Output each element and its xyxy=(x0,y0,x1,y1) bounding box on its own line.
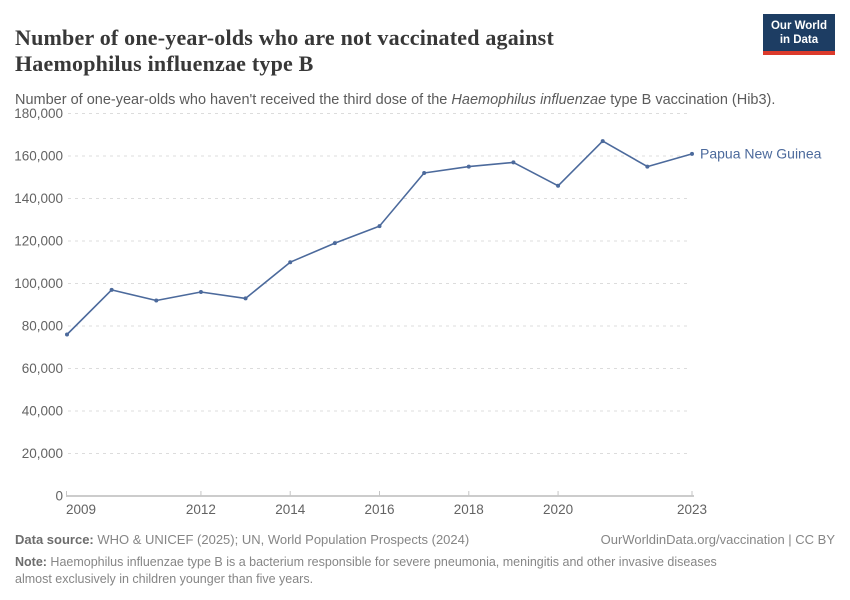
data-point-marker xyxy=(65,332,69,337)
data-point-marker xyxy=(332,241,337,246)
data-point-marker xyxy=(288,260,293,265)
owid-logo-line1: Our World xyxy=(770,20,827,32)
note-line: Note: Haemophilus influenzae type B is a… xyxy=(15,554,757,587)
x-axis-tick-label: 2016 xyxy=(364,502,394,517)
data-point-marker xyxy=(600,139,605,144)
page-title: Number of one-year-olds who are not vacc… xyxy=(15,24,554,76)
owid-logo-line2: in Data xyxy=(779,34,819,46)
subtitle-text-post: type B vaccination (Hib3). xyxy=(606,91,776,108)
data-line-papua-new-guinea xyxy=(66,140,693,336)
series-label-papua-new-guinea: Papua New Guinea xyxy=(700,145,822,161)
y-axis-tick-label: 0 xyxy=(55,489,63,504)
y-axis-tick-label: 160,000 xyxy=(14,149,63,164)
data-point-marker xyxy=(690,151,694,156)
x-axis-tick-label: 2012 xyxy=(186,502,216,517)
note-text: Haemophilus influenzae type B is a bacte… xyxy=(15,555,717,586)
x-axis-tick-label: 2009 xyxy=(66,502,96,517)
data-point-marker xyxy=(422,171,427,175)
data-point-marker xyxy=(377,224,382,229)
y-axis-tick-label: 80,000 xyxy=(22,319,63,334)
y-axis-tick-label: 20,000 xyxy=(22,446,63,461)
y-axis-tick-label: 120,000 xyxy=(14,234,63,249)
chart-footer: Data source: WHO & UNICEF (2025); UN, Wo… xyxy=(15,531,835,587)
data-point-marker xyxy=(243,296,248,301)
y-axis-tick-label: 180,000 xyxy=(14,106,63,121)
data-point-marker xyxy=(466,164,471,169)
data-source-label: Data source: xyxy=(15,532,94,547)
data-point-marker xyxy=(109,287,114,292)
data-point-marker xyxy=(198,290,203,294)
subtitle-text-italic: Haemophilus influenzae xyxy=(451,91,607,108)
x-axis-tick-label: 2023 xyxy=(677,502,707,517)
data-point-marker xyxy=(645,164,650,169)
data-point-marker xyxy=(556,183,561,188)
data-source-line: Data source: WHO & UNICEF (2025); UN, Wo… xyxy=(15,531,469,548)
y-axis-tick-label: 60,000 xyxy=(22,361,63,376)
data-source-text: WHO & UNICEF (2025); UN, World Populatio… xyxy=(93,532,470,547)
owid-logo: Our World in Data xyxy=(762,14,835,55)
line-chart-svg: 0 20,000 40,000 60,000 80,000 100,000 120,000 1… xyxy=(14,106,822,517)
rights-link[interactable]: OurWorldinData.org/vaccination | CC BY xyxy=(600,532,835,547)
subtitle-text-pre: Number of one-year-olds who haven't rece… xyxy=(15,91,452,108)
data-point-marker xyxy=(154,298,159,303)
note-label: Note: xyxy=(15,555,47,569)
x-axis-tick-label: 2018 xyxy=(454,502,484,517)
y-axis-tick-label: 100,000 xyxy=(14,276,63,291)
chart-subtitle: Number of one-year-olds who haven't rece… xyxy=(15,91,775,110)
y-axis-tick-label: 140,000 xyxy=(14,191,63,206)
y-axis-tick-label: 40,000 xyxy=(22,404,63,419)
x-axis-tick-label: 2020 xyxy=(543,502,573,517)
data-point-marker xyxy=(511,160,516,165)
x-axis-tick-label: 2014 xyxy=(275,502,306,517)
